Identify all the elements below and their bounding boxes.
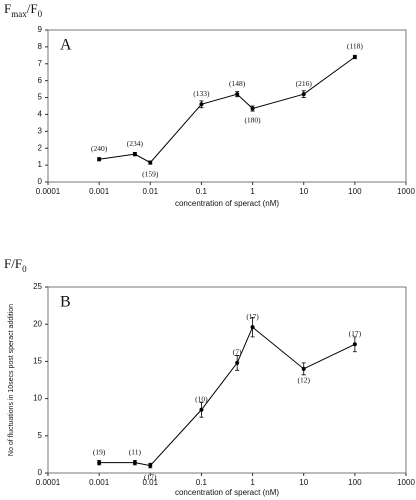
x-tick-label: 10 bbox=[299, 187, 308, 196]
n-label: (148) bbox=[229, 79, 246, 88]
n-label: (19) bbox=[93, 447, 106, 456]
title-part: max bbox=[11, 9, 27, 19]
n-label: (17) bbox=[349, 329, 362, 338]
data-point bbox=[301, 366, 306, 371]
y-tick-label: 20 bbox=[33, 319, 42, 328]
y-tick-label: 3 bbox=[38, 126, 43, 135]
data-point bbox=[235, 360, 240, 365]
y-tick-label: 15 bbox=[33, 357, 42, 366]
y-tick-label: 7 bbox=[38, 59, 43, 68]
y-axis-label: No of fluctuations in 10secs post sperac… bbox=[8, 304, 15, 456]
data-point bbox=[132, 152, 137, 157]
n-label: (133) bbox=[193, 89, 210, 98]
x-tick-label: 1000 bbox=[397, 478, 415, 487]
data-point bbox=[97, 157, 102, 162]
x-tick-label: 0.1 bbox=[196, 187, 208, 196]
y-tick-label: 0 bbox=[38, 468, 43, 477]
x-tick-label: 1 bbox=[250, 187, 255, 196]
data-point bbox=[97, 460, 102, 465]
y-tick-label: 9 bbox=[38, 25, 43, 34]
data-point bbox=[199, 102, 204, 107]
y-tick-label: 6 bbox=[38, 76, 43, 85]
n-label: (10) bbox=[195, 394, 208, 403]
n-label: (17) bbox=[246, 312, 259, 321]
x-axis-label: concentration of speract (nM) bbox=[175, 488, 279, 497]
data-point bbox=[132, 460, 137, 465]
x-axis-label: concentration of speract (nM) bbox=[175, 199, 279, 208]
y-tick-label: 5 bbox=[38, 431, 43, 440]
y-tick-label: 10 bbox=[33, 394, 42, 403]
x-tick-label: 0.001 bbox=[89, 478, 110, 487]
y-tick-label: 25 bbox=[33, 282, 42, 291]
n-label: (12) bbox=[297, 376, 310, 385]
n-label: (240) bbox=[91, 144, 108, 153]
x-tick-label: 0.1 bbox=[196, 478, 208, 487]
data-point bbox=[148, 160, 153, 165]
panel-label: B bbox=[60, 294, 71, 311]
x-tick-label: 0.0001 bbox=[36, 187, 61, 196]
title-part: 0 bbox=[38, 9, 43, 19]
data-point bbox=[250, 106, 255, 111]
x-tick-label: 100 bbox=[348, 187, 362, 196]
data-point bbox=[352, 55, 357, 60]
x-tick-label: 0.001 bbox=[89, 187, 110, 196]
data-point bbox=[199, 407, 204, 412]
n-label: (17) bbox=[144, 472, 157, 481]
x-tick-label: 0.01 bbox=[142, 187, 158, 196]
data-point bbox=[148, 463, 153, 468]
n-label: (234) bbox=[127, 139, 144, 148]
y-tick-label: 8 bbox=[38, 42, 43, 51]
n-label: (118) bbox=[347, 42, 363, 51]
y-tick-label: 4 bbox=[38, 110, 43, 119]
plot-frame bbox=[47, 29, 407, 183]
data-point bbox=[301, 92, 306, 97]
x-tick-label: 0.0001 bbox=[36, 478, 61, 487]
data-line bbox=[99, 56, 356, 164]
y-tick-label: 0 bbox=[38, 177, 43, 186]
n-label: (159) bbox=[142, 169, 159, 178]
n-label: (216) bbox=[296, 79, 313, 88]
x-tick-label: 1000 bbox=[397, 187, 415, 196]
n-label: (180) bbox=[244, 115, 261, 124]
y-tick-label: 5 bbox=[38, 93, 43, 102]
y-tick-label: 1 bbox=[38, 160, 43, 169]
x-tick-label: 100 bbox=[348, 478, 362, 487]
y-tick-label: 2 bbox=[38, 143, 43, 152]
x-tick-label: 10 bbox=[299, 478, 308, 487]
x-tick-label: 0.01 bbox=[142, 478, 158, 487]
title-part: F/F bbox=[4, 256, 22, 271]
title-part: /F bbox=[27, 1, 38, 16]
data-point bbox=[235, 92, 240, 97]
y-title: F/F0 bbox=[4, 256, 27, 274]
title-part: F bbox=[4, 1, 11, 16]
title-part: 0 bbox=[22, 264, 27, 274]
data-point bbox=[352, 342, 357, 347]
n-label: (7) bbox=[233, 348, 242, 357]
n-label: (11) bbox=[129, 447, 142, 456]
x-tick-label: 1 bbox=[250, 478, 255, 487]
data-line bbox=[99, 326, 356, 467]
y-title: Fmax/F0 bbox=[4, 1, 43, 19]
panel-label: A bbox=[60, 37, 72, 54]
plot-frame bbox=[47, 286, 407, 474]
data-point bbox=[250, 325, 255, 330]
